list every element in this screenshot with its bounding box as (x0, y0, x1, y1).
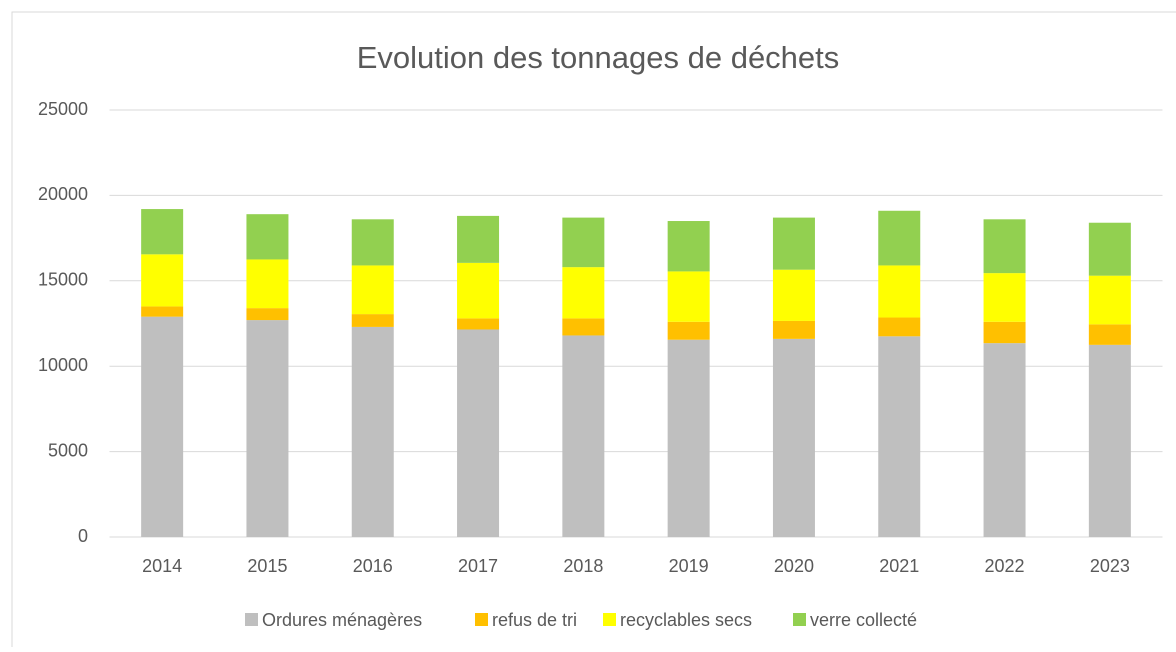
bar-segment (562, 267, 605, 319)
bar-segment (351, 219, 394, 266)
bar-segment (772, 269, 815, 321)
bar-segment (562, 217, 605, 268)
bar-segment (351, 265, 394, 315)
bar-segment (246, 214, 289, 260)
bar-segment (351, 326, 394, 537)
bar-segment (246, 259, 289, 309)
bar-segment (772, 217, 815, 270)
bar-segment (457, 318, 500, 330)
x-tick-label: 2020 (774, 556, 814, 576)
bar-segment (246, 308, 289, 321)
y-tick-label: 10000 (38, 355, 88, 375)
bar-segment (1088, 344, 1131, 537)
bar-segment (772, 320, 815, 339)
legend-swatch (793, 613, 806, 626)
bar-segment (772, 338, 815, 537)
bar-segment (878, 336, 921, 537)
legend-label: verre collecté (810, 610, 917, 630)
bar-segment (983, 343, 1026, 537)
bar-segment (351, 314, 394, 327)
bar-segment (983, 273, 1026, 322)
bar-segment (1088, 275, 1131, 325)
bar-segment (562, 318, 605, 336)
bar-segment (141, 209, 184, 255)
bar-segment (878, 317, 921, 337)
legend-swatch (603, 613, 616, 626)
y-tick-label: 5000 (48, 440, 88, 460)
x-tick-label: 2014 (142, 556, 182, 576)
bar-segment (667, 321, 710, 340)
bar-segment (1088, 222, 1131, 276)
bar-segment (983, 219, 1026, 274)
bar-segment (141, 316, 184, 537)
bar-segment (457, 329, 500, 537)
bar-segment (667, 221, 710, 272)
x-tick-label: 2015 (247, 556, 287, 576)
y-tick-label: 15000 (38, 270, 88, 290)
legend-swatch (475, 613, 488, 626)
legend-label: recyclables secs (620, 610, 752, 630)
bar-segment (667, 271, 710, 322)
x-tick-label: 2021 (879, 556, 919, 576)
bar-segment (1088, 324, 1131, 345)
x-tick-label: 2018 (563, 556, 603, 576)
x-tick-label: 2019 (669, 556, 709, 576)
x-tick-label: 2016 (353, 556, 393, 576)
bar-segment (562, 335, 605, 537)
y-tick-label: 25000 (38, 99, 88, 119)
y-tick-label: 0 (78, 526, 88, 546)
x-tick-label: 2023 (1090, 556, 1130, 576)
bar-segment (878, 265, 921, 318)
bar-segment (878, 210, 921, 266)
bar-segment (983, 321, 1026, 344)
bar-segment (141, 254, 184, 307)
bar-segment (141, 306, 184, 317)
legend-label: Ordures ménagères (262, 610, 422, 630)
bar-segment (457, 215, 500, 263)
bar-segment (246, 320, 289, 537)
x-tick-label: 2022 (985, 556, 1025, 576)
y-tick-label: 20000 (38, 184, 88, 204)
legend-label: refus de tri (492, 610, 577, 630)
bar-segment (667, 339, 710, 537)
legend-swatch (245, 613, 258, 626)
x-tick-label: 2017 (458, 556, 498, 576)
bar-segment (457, 262, 500, 319)
chart-title: Evolution des tonnages de déchets (357, 40, 840, 75)
